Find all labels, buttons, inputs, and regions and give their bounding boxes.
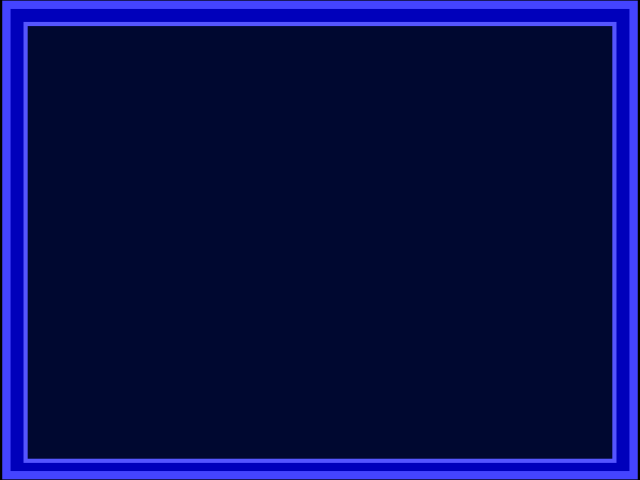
Text: Sones’ technique (brachial approach): Sones’ technique (brachial approach): [90, 187, 561, 207]
Text: •: •: [67, 239, 81, 259]
Text: Judkin’s technique (femoral approach): Judkin’s technique (femoral approach): [90, 239, 573, 259]
Text: •: •: [67, 290, 81, 311]
Text: Radial approach: Radial approach: [90, 290, 292, 311]
Text: Vascular Access:  Left Heart Cath: Vascular Access: Left Heart Cath: [61, 89, 640, 127]
Text: •: •: [67, 187, 81, 207]
